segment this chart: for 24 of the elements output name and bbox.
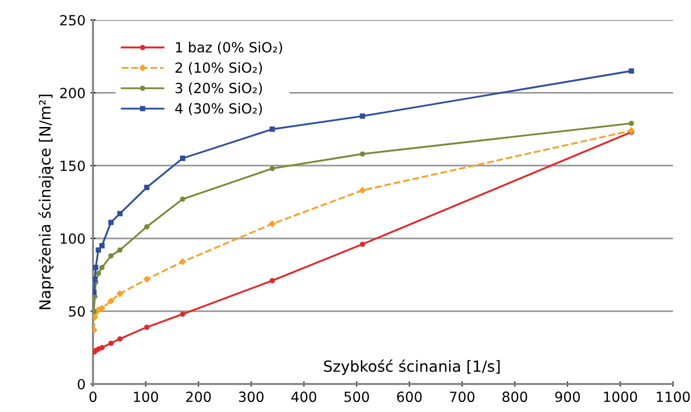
x-tick-label: 800 — [502, 392, 528, 402]
x-tick-label: 300 — [238, 392, 264, 402]
x-tick-label: 200 — [186, 392, 211, 402]
y-tick-label: 0 — [78, 378, 85, 390]
x-tick-label: 1100 — [656, 392, 690, 402]
legend-label: 2 (10% SiO₂) — [176, 62, 262, 75]
x-tick-label: 600 — [397, 392, 422, 402]
legend-label: 1 baz (0% SiO₂) — [176, 42, 282, 54]
y-tick-label: 100 — [60, 233, 85, 244]
legend-label: 3 (20% SiO₂) — [176, 82, 262, 95]
x-tick-label: 500 — [344, 392, 369, 402]
x-tick-label: 100 — [134, 392, 158, 402]
x-tick-label: 900 — [555, 392, 580, 402]
x-tick-label: 700 — [450, 392, 474, 402]
y-tick-label: 250 — [60, 14, 85, 26]
y-tick-label: 50 — [69, 306, 85, 317]
x-tick-label: 1000 — [604, 392, 638, 402]
y-tick-label: 200 — [60, 88, 85, 98]
x-tick-label: 0 — [89, 392, 96, 402]
y-tick-label: 150 — [60, 160, 85, 172]
y-axis-title: Naprężenia ścinające [N/m²] — [38, 94, 54, 310]
legend-label: 4 (30% SiO₂) — [175, 102, 262, 116]
x-tick-label: 400 — [291, 392, 316, 402]
x-axis-title: Szybkość ścinania [1/s] — [324, 360, 500, 375]
